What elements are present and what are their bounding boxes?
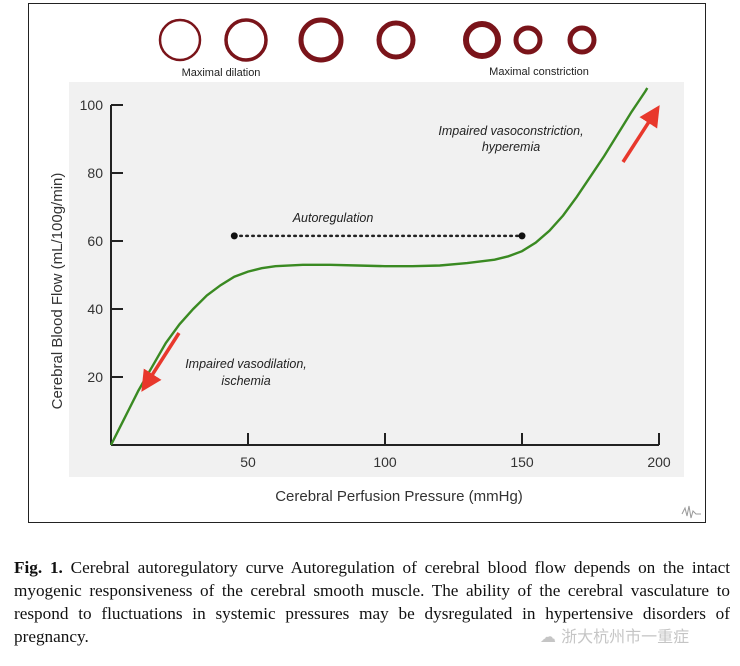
y-tick-label-40: 40 [87,301,103,317]
caption-line-1: Cerebral autoregulatory curve Autoregula… [70,558,567,577]
axes: 50 100 150 200 20 40 60 80 100 [80,97,671,470]
plot-background [69,82,684,477]
y-axis-title: Cerebral Blood Flow (mL/100g/min) [49,173,66,410]
wechat-icon: ☁ [540,627,556,646]
vessel-ring-3 [298,17,344,63]
arrow-down-left [141,332,181,392]
x-axis-title: Cerebral Perfusion Pressure (mmHg) [275,488,523,505]
figure-panel: Maximal dilation Maximal constriction 50… [28,3,706,523]
maximal-constriction-label: Maximal constriction [489,66,589,78]
vessel-ring-1 [158,18,202,62]
blood-flow-curve [109,87,649,446]
watermark: ☁ 浙大杭州市一重症 [540,623,689,647]
arrow-up-right [621,105,660,163]
x-tick-label-100: 100 [373,454,397,470]
y-tick-label-80: 80 [87,165,103,181]
vessel-ring-4 [376,20,416,60]
figure-caption: Fig. 1. Cerebral autoregulatory curve Au… [14,556,730,648]
vessel-ring-7 [567,25,597,55]
y-tick-label-20: 20 [87,369,103,385]
vessel-ring-5 [463,21,501,59]
vasoconstriction-label-line1: Impaired vasoconstriction, [438,124,583,138]
autoregulation-label: Autoregulation [292,211,374,225]
x-tick-label-150: 150 [510,454,534,470]
vasoconstriction-label-line2: hyperemia [482,140,540,154]
vessel-rings [158,17,597,63]
logo-mark [681,505,701,519]
y-tick-label-60: 60 [87,233,103,249]
vessel-ring-6 [513,25,543,55]
caption-label: Fig. 1. [14,558,63,577]
autoregulation-start-dot [230,232,238,240]
vasodilation-label-line2: ischemia [221,374,270,388]
y-tick-label-100: 100 [80,97,104,113]
autoregulation-indicator [230,232,526,240]
caption-line-3: The ability of the cerebral vasculature … [14,581,730,623]
maximal-dilation-label: Maximal dilation [182,67,261,79]
x-tick-label-200: 200 [647,454,671,470]
vessel-ring-2 [224,18,268,62]
caption-line-2: depends on the intact myogenic responsiv… [14,558,731,600]
autoregulation-end-dot [518,232,526,240]
vasodilation-label-line1: Impaired vasodilation, [185,357,307,371]
watermark-text: 浙大杭州市一重症 [561,627,690,646]
chart-svg: Maximal dilation Maximal constriction 50… [49,17,701,519]
x-tick-label-50: 50 [240,454,256,470]
red-arrows [141,105,660,392]
caption-line-4: pressures may be dysregulated in hyperte… [14,604,730,646]
